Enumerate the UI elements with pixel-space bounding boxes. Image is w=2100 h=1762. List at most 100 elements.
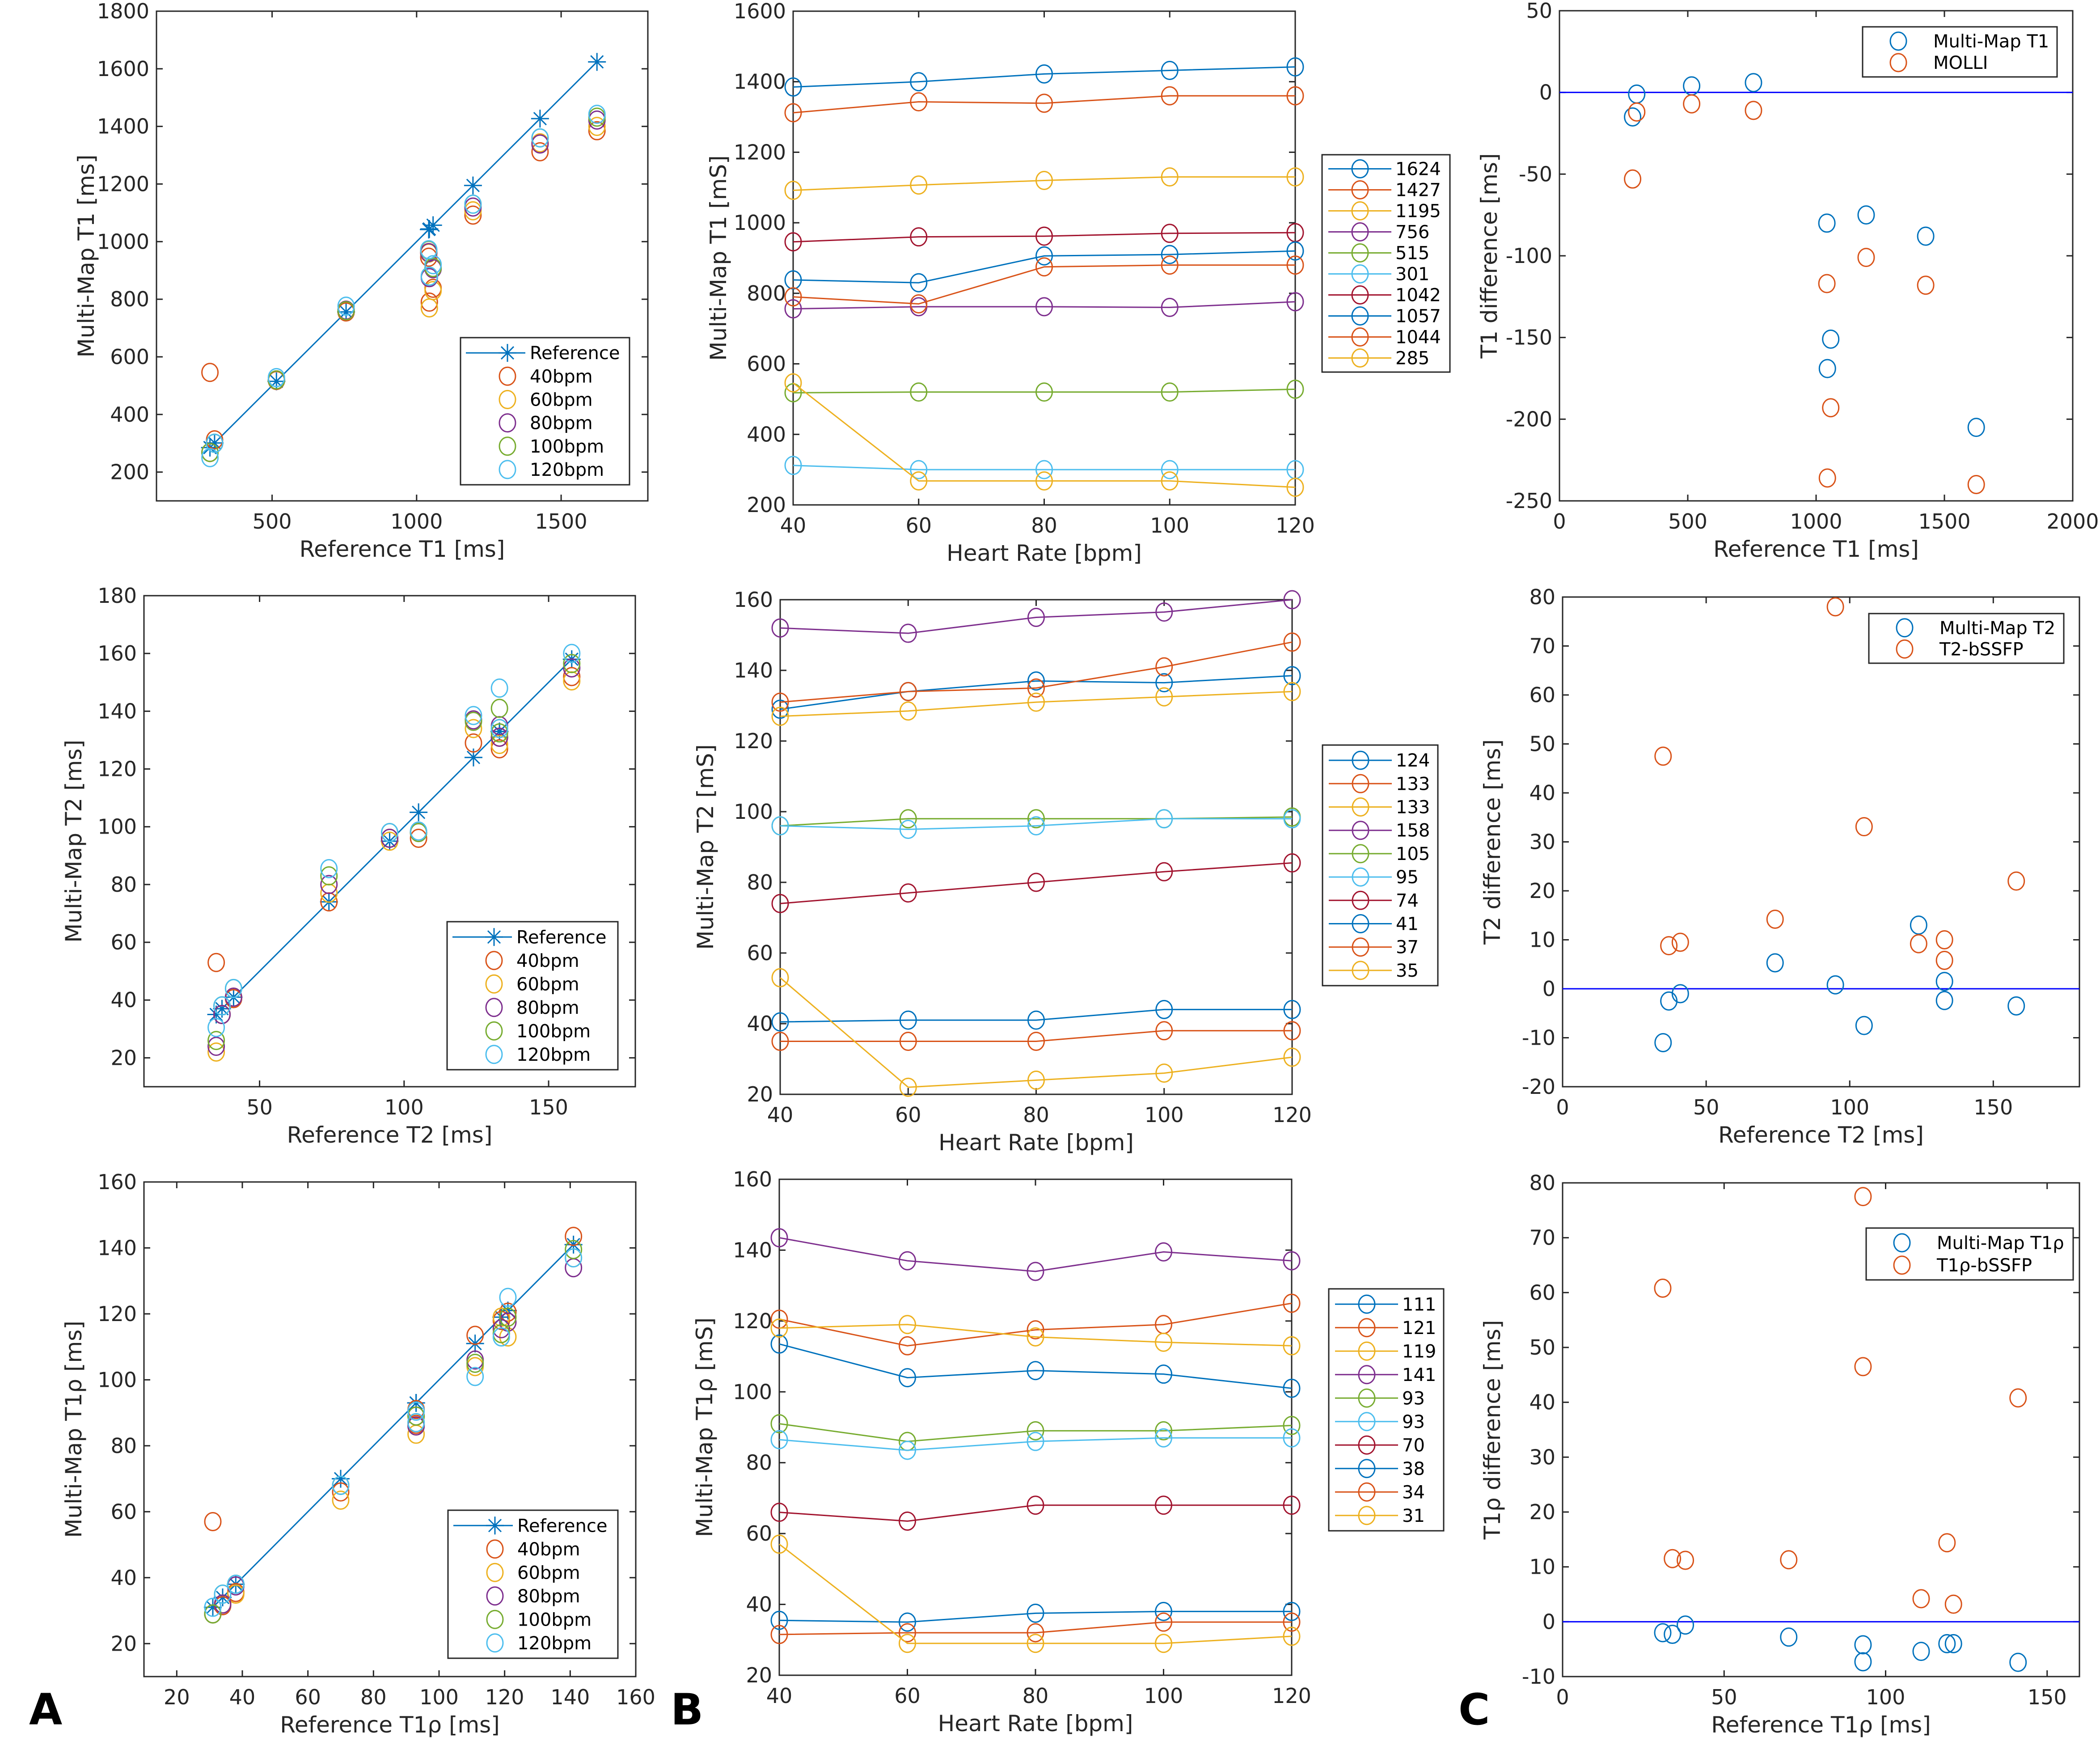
y-tick-label: 100 [734, 800, 773, 824]
scatter-point-80bpm [207, 1037, 225, 1056]
legend-marker [485, 951, 503, 970]
scatter-point-t1ρ-bssfp [1944, 1594, 1962, 1614]
legend-marker [486, 1586, 504, 1606]
y-tick-label: 1400 [97, 114, 149, 139]
scatter-point-t2-bssfp [1855, 817, 1873, 837]
y-tick-label: 40 [747, 1012, 773, 1036]
y-tick-label: 70 [1529, 1226, 1555, 1250]
series-point-1195 [1286, 167, 1304, 187]
series-point-93 [1155, 1428, 1172, 1448]
legend-label: MOLLI [1933, 53, 1988, 73]
series-point-105 [1027, 809, 1045, 829]
y-tick-label: 80 [1529, 585, 1555, 609]
series-point-285 [1286, 478, 1304, 497]
scatter-point-80bpm [320, 875, 338, 894]
series-point-119 [1155, 1332, 1172, 1352]
x-axis-label: Reference T1ρ [ms] [280, 1712, 499, 1738]
y-tick-label: 20 [110, 1631, 137, 1656]
series-point-158 [771, 618, 789, 638]
series-point-301 [1035, 460, 1053, 479]
series-point-38 [770, 1610, 788, 1630]
series-point-1057 [910, 273, 928, 292]
series-point-93 [1283, 1416, 1301, 1436]
scatter-point-t1ρ-bssfp [2009, 1388, 2027, 1408]
axes-frame [156, 10, 649, 502]
series-line-41 [780, 1008, 1292, 1023]
y-tick-label: 140 [97, 699, 137, 723]
y-tick-label: 10 [1529, 928, 1555, 952]
y-tick-label: 800 [110, 287, 149, 311]
legend-marker [1358, 1482, 1376, 1502]
legend-marker [1358, 1294, 1376, 1314]
scatter-point-120bpm [201, 448, 219, 467]
legend-marker [1351, 348, 1369, 368]
x-axis-label: Reference T2 [ms] [287, 1122, 493, 1148]
scatter-point-120bpm [332, 1475, 350, 1495]
panel-letter-c: C [1458, 1685, 1490, 1735]
plot-area [1563, 597, 2079, 1052]
reference-marker [267, 372, 286, 390]
y-tick-label: 60 [110, 930, 137, 954]
series-point-1042 [1161, 224, 1179, 243]
series-point-93 [899, 1440, 916, 1460]
scatter-point-120bpm [407, 1413, 425, 1432]
series-point-141 [770, 1228, 788, 1248]
y-tick-label: 120 [97, 1302, 137, 1326]
x-axis-label: Reference T2 [ms] [1718, 1122, 1924, 1148]
series-point-111 [770, 1334, 788, 1354]
scatter-point-40bpm [201, 363, 219, 382]
series-point-756 [1035, 297, 1053, 317]
series-point-70 [770, 1503, 788, 1522]
scatter-point-120bpm [410, 821, 427, 841]
legend-label: 41 [1396, 914, 1419, 935]
series-point-93 [770, 1414, 788, 1434]
series-point-133 [899, 701, 917, 721]
legend-label: T2-bSSFP [1939, 639, 2024, 660]
legend-marker [1352, 844, 1369, 864]
series-point-41 [899, 1010, 917, 1030]
plot-area [204, 1227, 583, 1624]
series-line-1044 [793, 264, 1295, 305]
scatter-point-multi-map-t1 [1745, 73, 1762, 93]
series-point-1427 [1286, 86, 1304, 106]
scatter-point-multi-map-t1ρ [1654, 1623, 1672, 1643]
legend-box [1865, 1227, 2074, 1281]
legend-marker [1358, 1365, 1376, 1385]
series-point-105 [899, 809, 917, 829]
scatter-point-120bpm [381, 823, 398, 843]
legend-label: 60bpm [517, 1563, 580, 1583]
scatter-point-100bpm [320, 866, 338, 886]
legend-marker [1896, 618, 1914, 638]
y-tick-label: 80 [110, 873, 137, 897]
y-tick-label: 160 [97, 1170, 137, 1194]
series-point-1057 [1286, 241, 1304, 261]
legend-marker [485, 1021, 503, 1041]
legend-marker [485, 1045, 503, 1064]
scatter-point-multi-map-t2 [2007, 996, 2025, 1016]
legend-label: 119 [1402, 1341, 1436, 1362]
y-tick-label: 50 [1529, 732, 1555, 756]
series-point-37 [771, 1032, 789, 1051]
scatter-point-40bpm [420, 292, 438, 312]
scatter-point-60bpm [407, 1424, 425, 1444]
series-point-515 [910, 382, 928, 402]
y-tick-label: 1200 [97, 172, 149, 196]
y-axis-label: T1 difference [ms] [1476, 153, 1502, 359]
series-line-37 [780, 1030, 1292, 1042]
scatter-point-60bpm [588, 117, 606, 136]
x-tick-label: 120 [1272, 1684, 1311, 1708]
series-point-1057 [1035, 246, 1053, 266]
x-tick-label: 20 [164, 1685, 190, 1709]
scatter-point-multi-map-t2 [1766, 953, 1784, 973]
legend-label: 93 [1402, 1388, 1425, 1409]
series-point-1427 [784, 103, 802, 123]
series-point-515 [784, 383, 802, 402]
y-tick-label: 140 [97, 1236, 137, 1260]
legend-marker [1352, 774, 1369, 793]
legend-marker [1358, 1318, 1376, 1338]
legend-marker [1358, 1341, 1376, 1361]
scatter-point-40bpm [464, 205, 482, 225]
